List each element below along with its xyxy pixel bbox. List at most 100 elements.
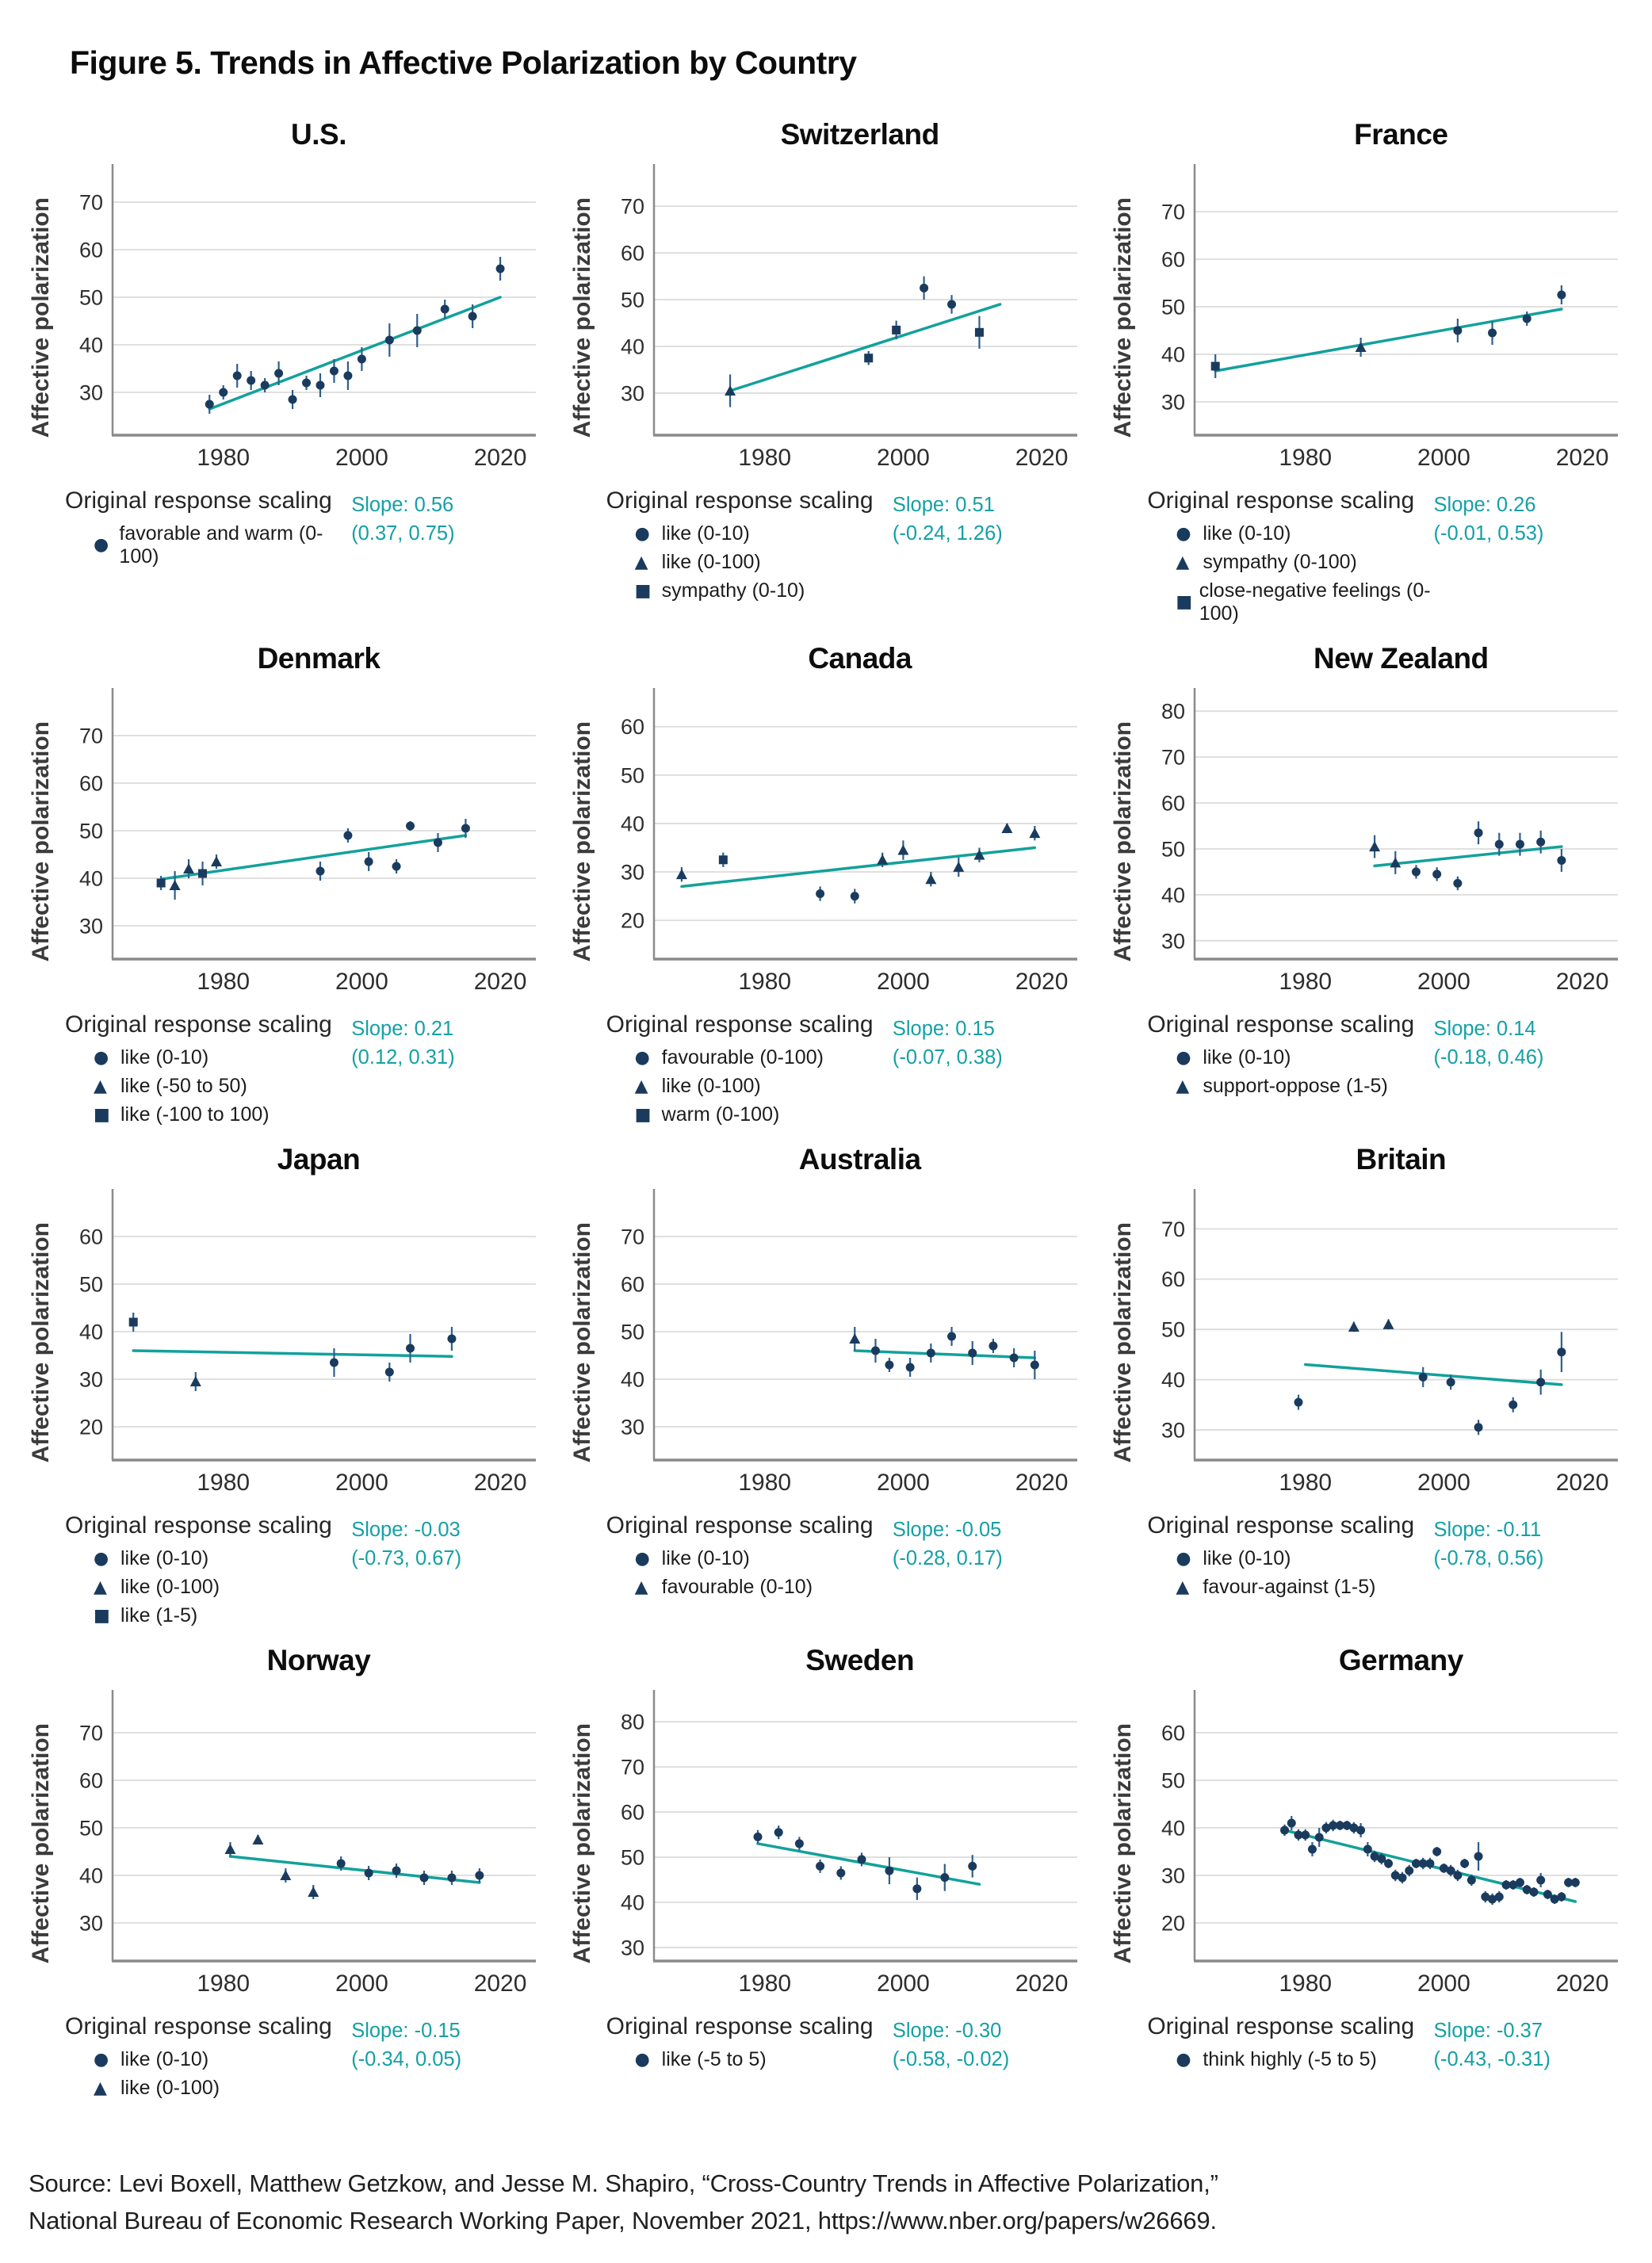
legend-item-label: like (1-5) [120, 1604, 198, 1627]
y-tick-label: 60 [79, 771, 103, 795]
y-tick-label: 30 [79, 914, 103, 938]
data-point-circle [1405, 1866, 1414, 1875]
legend-item: ▲ like (0-100) [635, 551, 893, 574]
legend-title: Original response scaling [65, 2013, 332, 2039]
trend-line [228, 1855, 481, 1884]
legend-item-label: like (0-100) [120, 2077, 220, 2099]
y-axis-label: Affective polarization [568, 1723, 595, 1964]
data-point-circle [850, 892, 859, 901]
data-point-circle [1315, 1833, 1325, 1842]
legend-title: Original response scaling [1147, 487, 1415, 514]
legend-title: Original response scaling [606, 2013, 874, 2039]
legend-item-label: think highly (-5 to 5) [1203, 2048, 1377, 2070]
y-tick-label: 70 [79, 190, 103, 214]
legend-item-label: favour-against (1-5) [1203, 1576, 1376, 1598]
legend-item-label: like (0-100) [661, 1075, 761, 1097]
y-tick-label: 20 [1161, 1911, 1185, 1935]
data-point-circle [1474, 1423, 1483, 1432]
trend-line [1373, 845, 1563, 868]
data-point-triangle [1348, 1321, 1360, 1332]
legend-item-label: like (0-10) [120, 1046, 209, 1068]
panel-title: Sweden [805, 1644, 915, 1676]
data-point-circle [1557, 1347, 1566, 1357]
data-point-circle [1564, 1878, 1574, 1887]
legend-item: ● like (0-10) [635, 1547, 893, 1570]
y-tick-label: 50 [621, 763, 644, 787]
y-tick-label: 40 [621, 1890, 644, 1914]
x-tick-label: 1980 [738, 1971, 791, 1997]
data-point-circle [1384, 1859, 1394, 1868]
y-tick-label: 30 [621, 1936, 644, 1959]
legend-item-label: like (0-10) [661, 1547, 750, 1569]
data-point-circle [461, 824, 470, 833]
legend-item: ▲ like (-50 to 50) [94, 1075, 351, 1098]
data-point-circle [1294, 1397, 1303, 1407]
scatter-plot: 20 30 40 50 60 1980 2000 2020 [621, 688, 1077, 995]
data-point-circle [1446, 1378, 1455, 1387]
legend: Original response scaling ● like (0-10) ▲ fa… [606, 1512, 1084, 1633]
data-point-circle [329, 1358, 338, 1367]
legend: Original response scaling ● like (0-10) ▲ sy… [1147, 487, 1624, 631]
data-point-circle [495, 264, 505, 273]
y-tick-label: 80 [621, 1711, 644, 1734]
data-point-circle [885, 1866, 894, 1875]
data-point-circle [219, 388, 228, 397]
data-point-circle [1412, 867, 1421, 877]
x-tick-label: 2020 [1556, 1971, 1609, 1997]
trend-line [208, 296, 502, 411]
data-point-circle [1280, 1825, 1290, 1835]
circle-marker-icon: ● [1176, 1548, 1191, 1569]
data-point-circle [1495, 1892, 1505, 1902]
y-tick-label: 70 [1161, 1218, 1185, 1241]
data-point-circle [1432, 870, 1442, 879]
data-point-circle [1342, 1821, 1352, 1830]
legend-item-label: like (-50 to 50) [120, 1075, 247, 1097]
y-tick-label: 30 [1161, 929, 1185, 953]
legend-item: ● favourable (0-100) [635, 1046, 893, 1069]
y-tick-label: 20 [79, 1415, 103, 1439]
legend-item-label: favourable (0-100) [661, 1046, 824, 1068]
y-tick-label: 40 [621, 334, 644, 358]
legend-item: ● like (0-10) [94, 1046, 351, 1069]
data-point-circle [1557, 290, 1566, 300]
legend-item: ▲ like (0-100) [94, 2077, 351, 2100]
data-point-circle [1516, 839, 1525, 849]
data-point-circle [1467, 1875, 1477, 1885]
x-tick-label: 1980 [1279, 445, 1333, 471]
data-point-triangle [189, 1376, 201, 1386]
data-point-circle [1509, 1400, 1518, 1409]
data-point-circle [753, 1832, 763, 1841]
y-axis-label: Affective polarization [568, 1222, 595, 1463]
data-point-circle [364, 857, 373, 866]
x-tick-label: 2020 [1556, 969, 1609, 995]
data-point-triangle [211, 856, 222, 866]
data-point-circle [1474, 828, 1483, 838]
x-tick-label: 2000 [877, 1971, 930, 1997]
data-point-circle [475, 1871, 484, 1880]
panel-title: Australia [798, 1143, 921, 1175]
y-tick-label: 60 [79, 238, 103, 262]
chart-panel-switzerland: Switzerland Affective polarization 30 40 50 6… [565, 118, 1084, 631]
scatter-plot: 30 40 50 60 70 80 1980 2000 2020 [1161, 688, 1619, 995]
legend-item: ■ like (1-5) [94, 1604, 351, 1627]
data-point-circle [1488, 328, 1497, 338]
data-point-triangle [1028, 828, 1040, 839]
slope-value: Slope: 0.15 [892, 1018, 995, 1040]
chart-panel-germany: Germany Affective polarization 20 30 40 50 60 1… [1106, 1644, 1624, 2134]
y-tick-label: 40 [79, 1320, 103, 1344]
y-tick-label: 60 [1161, 791, 1185, 815]
data-point-triangle [724, 385, 736, 396]
data-point-circle [1287, 1818, 1297, 1828]
legend-item: ▲ favour-against (1-5) [1176, 1576, 1433, 1599]
chart-panel-denmark: Denmark Affective polarization 30 40 50 60 70 1… [24, 642, 542, 1132]
data-point-circle [1412, 1859, 1421, 1868]
slope-confidence-interval: (-0.73, 0.67) [351, 1547, 462, 1570]
data-point-circle [1336, 1821, 1345, 1830]
legend-item-label: like (0-100) [661, 551, 761, 573]
scatter-plot: 20 30 40 50 60 1980 2000 2020 [79, 1189, 536, 1496]
data-point-circle [1460, 1859, 1470, 1868]
data-point-circle [1321, 1823, 1331, 1833]
x-tick-label: 2000 [877, 969, 930, 995]
y-tick-label: 40 [1161, 342, 1185, 366]
x-tick-label: 2000 [877, 445, 930, 471]
